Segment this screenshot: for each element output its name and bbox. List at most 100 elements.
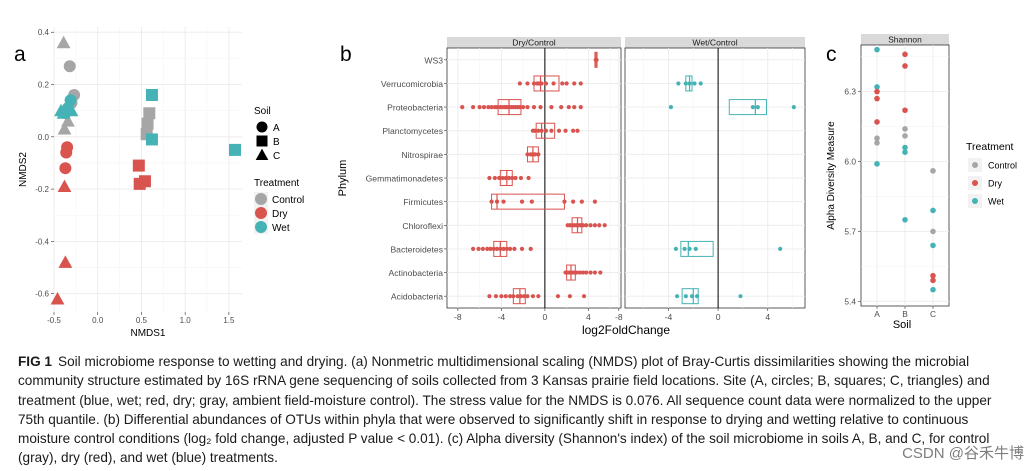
data-point: [556, 294, 560, 298]
data-point: [518, 81, 522, 85]
data-point: [676, 81, 680, 85]
data-point: [902, 149, 908, 155]
legend-treatment-label: Dry: [272, 209, 288, 220]
panel-c-alpha-diversity: c Shannon 5.4 5.7 6.0 6.3 A B C Soil Alpha Diversi…: [826, 34, 1017, 331]
x-tick-label: C: [930, 309, 936, 319]
data-point: [694, 247, 698, 251]
data-point: [544, 129, 548, 133]
legend-soil-b-icon: [257, 136, 268, 147]
x-tick-label: 1.0: [180, 316, 192, 325]
data-point: [487, 294, 491, 298]
legend-wet-icon: [972, 198, 978, 204]
data-point: [579, 105, 583, 109]
legend-soil-a-icon: [257, 122, 268, 133]
data-point: [476, 247, 480, 251]
x-tick-label: -8: [615, 312, 623, 322]
legend-control-icon: [255, 193, 267, 205]
y-axis-label: Alpha Diversity Measure: [826, 121, 837, 230]
figure-caption: FIG 1 Soil microbiome response to wetting…: [18, 352, 1020, 468]
data-point: [593, 223, 597, 227]
data-point: [579, 81, 583, 85]
panel-b-boxplot: b WS3VerrucomicrobiaProteobacteriaPlancto…: [337, 37, 805, 337]
phylum-label: Proteobacteria: [387, 103, 443, 113]
data-point: [501, 200, 505, 204]
y-tick-label: 0.4: [38, 28, 50, 37]
data-point: [460, 105, 464, 109]
data-point: [536, 294, 540, 298]
x-tick-label: 4: [586, 312, 591, 322]
y-tick-label: 5.7: [844, 226, 856, 236]
y-tick-label: 0.2: [38, 81, 50, 90]
data-point: [778, 247, 782, 251]
data-point: [902, 52, 908, 58]
data-point: [560, 81, 564, 85]
data-point: [513, 176, 517, 180]
data-point: [563, 129, 567, 133]
data-point: [482, 105, 486, 109]
data-point: [580, 200, 584, 204]
x-axis-label: Soil: [893, 319, 911, 331]
legend-soil-label: B: [273, 137, 280, 148]
data-point: [567, 105, 571, 109]
facet-dry: Dry/Control-8 -4 0 4: [447, 37, 621, 322]
panel-label-a: a: [14, 43, 26, 66]
data-point: [525, 294, 529, 298]
x-tick-label: -4: [665, 312, 673, 322]
data-point: [874, 96, 880, 102]
data-point: [699, 81, 703, 85]
x-tick-label: -0.5: [47, 316, 61, 325]
legend-label: Dry: [988, 179, 1002, 189]
legend-control-icon: [972, 162, 978, 168]
data-point: [930, 243, 936, 249]
data-point: [520, 200, 524, 204]
data-point: [588, 270, 592, 274]
data-point: [557, 129, 561, 133]
data-point: [874, 89, 880, 95]
data-point: [538, 105, 542, 109]
data-point: [499, 294, 503, 298]
legend-label: Wet: [988, 197, 1004, 207]
data-point: [930, 208, 936, 214]
y-tick-label: -0.4: [35, 237, 49, 246]
data-point: [575, 129, 579, 133]
x-tick-label: B: [902, 309, 908, 319]
data-point: [531, 294, 535, 298]
y-tick-label: 6.0: [844, 157, 856, 167]
facet-title: Wet/Control: [692, 38, 737, 48]
plot-area: [54, 27, 242, 312]
data-point: [133, 160, 145, 172]
phylum-label: Verrucomicrobia: [381, 79, 443, 89]
x-tick-label: 0.5: [136, 316, 148, 325]
data-point: [930, 278, 936, 284]
data-point: [529, 247, 533, 251]
phylum-label: Acidobacteria: [391, 292, 443, 302]
data-point: [519, 176, 523, 180]
data-point: [530, 200, 534, 204]
data-point: [571, 129, 575, 133]
legend-soil-c-icon: [256, 149, 269, 160]
data-point: [756, 105, 760, 109]
data-point: [593, 270, 597, 274]
data-point: [902, 107, 908, 113]
facet-wet: Wet/Control -8 -4 0 4: [615, 37, 805, 322]
panel-label-c: c: [826, 43, 837, 66]
data-point: [792, 105, 796, 109]
legend-wet-icon: [255, 221, 267, 233]
data-point: [751, 105, 755, 109]
phylum-label: Planctomycetes: [382, 126, 443, 136]
phylum-label: Bacteroidetes: [390, 244, 443, 254]
x-tick-label: 1.5: [223, 316, 235, 325]
box-nitrospirae: [525, 147, 540, 162]
data-point: [565, 81, 569, 85]
data-point: [478, 105, 482, 109]
y-tick-label: -0.2: [35, 185, 49, 194]
data-point: [559, 105, 563, 109]
data-point: [64, 60, 76, 72]
data-point: [146, 133, 158, 145]
y-tick-label: -0.6: [35, 290, 49, 299]
data-point: [229, 144, 241, 156]
x-tick-label: A: [874, 309, 880, 319]
legend-title: Treatment: [966, 141, 1014, 153]
data-point: [682, 247, 686, 251]
data-point: [684, 294, 688, 298]
